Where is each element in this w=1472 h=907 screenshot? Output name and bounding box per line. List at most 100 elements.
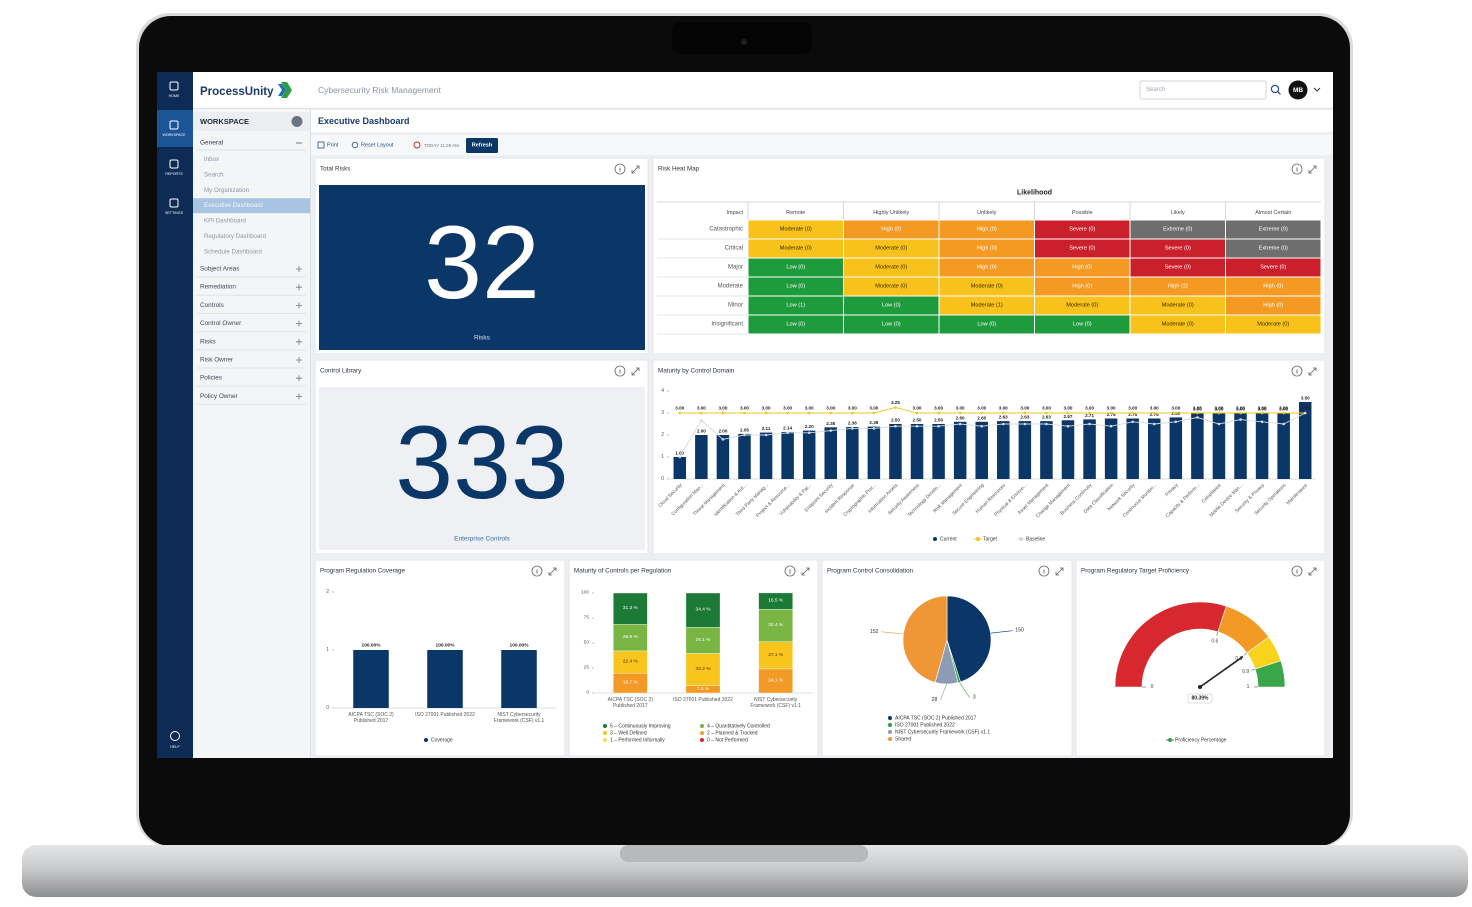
info-icon[interactable]: [1291, 163, 1303, 175]
toolbar-button[interactable]: Print: [327, 143, 339, 149]
data-label: 3.00: [740, 406, 749, 411]
data-label: 24.1 %: [768, 677, 784, 683]
data-label: 3.00: [1193, 406, 1202, 411]
info-icon[interactable]: [614, 163, 626, 175]
line-point: [1001, 422, 1005, 426]
gauge-value-label: 80.39%: [1192, 696, 1210, 702]
data-label: 3.00: [1128, 406, 1137, 411]
heat-map-row-label: Moderate: [718, 284, 744, 290]
heat-map-cell-label: Extreme (0): [1259, 246, 1288, 252]
sidebar-section[interactable]: Controls: [200, 302, 224, 309]
search-icon[interactable]: [1270, 84, 1280, 94]
heat-map-cell-label: Severe (0): [1069, 246, 1095, 252]
expand-widget-icon[interactable]: [801, 567, 810, 576]
refresh-button[interactable]: [466, 138, 498, 153]
sidebar-section[interactable]: Risks: [200, 338, 216, 345]
heat-map-cell: [748, 315, 843, 334]
line-point: [958, 411, 962, 415]
bar: [501, 650, 537, 708]
gauge-hub: [1198, 685, 1202, 689]
nav-rail-label[interactable]: REPORTS: [165, 172, 183, 176]
reset-icon[interactable]: [351, 141, 359, 149]
nav-icon[interactable]: [169, 81, 179, 91]
line-point: [1088, 411, 1091, 415]
line-point: [1066, 424, 1070, 428]
sidebar-item[interactable]: Executive Dashboard: [204, 202, 263, 209]
heat-map-cell: [939, 239, 1034, 258]
sidebar-section[interactable]: Remediation: [200, 284, 236, 291]
sidebar-section[interactable]: Control Owner: [200, 320, 242, 327]
sidebar-section[interactable]: Risk Owner: [200, 357, 234, 364]
expand-widget-icon[interactable]: [631, 165, 640, 174]
data-label: 2.60: [956, 415, 965, 420]
legend-label: 0 – Not Performed: [707, 737, 748, 743]
heat-map-cell: [1226, 315, 1321, 334]
sidebar-section[interactable]: Policy Owner: [200, 393, 239, 400]
heat-map-column-header: Almost Certain: [1255, 210, 1291, 216]
line-point: [786, 411, 789, 415]
gauge-value-box: [1187, 693, 1213, 704]
info-icon[interactable]: [614, 365, 626, 377]
nav-rail-label[interactable]: WORKSPACE: [162, 133, 186, 137]
print-icon[interactable]: [317, 141, 325, 149]
heat-map-row-label: Critical: [725, 246, 743, 252]
info-icon[interactable]: [1038, 565, 1050, 577]
sidebar-item[interactable]: My Organization: [204, 187, 250, 194]
heat-map-cell: [844, 220, 939, 239]
heat-map-cell: [748, 239, 843, 258]
line-point: [851, 411, 854, 415]
expand-icon: [296, 357, 302, 363]
nav-rail-label[interactable]: SETTINGS: [165, 211, 184, 215]
heat-map-cell-label: Low (1): [786, 303, 805, 309]
heat-map-cell-label: Low (0): [786, 284, 805, 290]
sidebar-item[interactable]: KPI Dashboard: [204, 218, 247, 225]
legend-swatch: [603, 731, 607, 735]
nav-icon[interactable]: [169, 159, 179, 169]
kpi-value: 32: [424, 205, 540, 321]
refresh-button-label[interactable]: Refresh: [472, 143, 493, 149]
info-icon[interactable]: [784, 565, 796, 577]
line-point: [980, 411, 984, 415]
expand-widget-icon[interactable]: [1308, 567, 1317, 576]
line-point: [1217, 422, 1221, 426]
data-label: 3.00: [1107, 406, 1116, 411]
line-point: [721, 438, 725, 441]
bar: [1104, 418, 1118, 479]
sidebar-item[interactable]: Regulatory Dashboard: [204, 233, 266, 240]
sidebar-item[interactable]: Schedule Dashboard: [204, 248, 262, 255]
help-icon[interactable]: [170, 731, 180, 741]
expand-widget-icon[interactable]: [631, 367, 640, 376]
sidebar-item[interactable]: Search: [204, 171, 224, 178]
nav-icon[interactable]: [169, 198, 179, 208]
expand-widget-icon[interactable]: [1308, 165, 1317, 174]
sidebar-group[interactable]: General: [200, 140, 224, 147]
info-icon[interactable]: [531, 565, 543, 577]
heat-map-cell: [844, 296, 939, 315]
nav-icon[interactable]: [169, 120, 179, 130]
bar: [889, 424, 902, 479]
data-label: 1.00: [675, 451, 684, 456]
line-point: [1131, 411, 1134, 415]
sidebar-section[interactable]: Policies: [200, 375, 222, 382]
sidebar-pin[interactable]: [291, 116, 303, 127]
expand-widget-icon[interactable]: [1055, 567, 1064, 576]
sidebar-item[interactable]: Inbox: [204, 156, 220, 163]
search-box[interactable]: [1139, 80, 1267, 100]
sidebar-header: [193, 112, 310, 131]
widget-title: Maturity by Control Domain: [658, 368, 735, 375]
heat-map-row-label: Minor: [728, 303, 743, 309]
user-menu-chevron[interactable]: [1313, 87, 1321, 92]
gauge-tick-label: 0: [1151, 684, 1154, 690]
info-icon[interactable]: [1291, 565, 1303, 577]
user-avatar[interactable]: [1288, 80, 1308, 100]
nav-rail-label[interactable]: HOME: [169, 94, 180, 98]
heat-map-cell-label: Severe (0): [1260, 265, 1286, 271]
nav-rail-label[interactable]: HELP: [170, 745, 180, 749]
pie-leader: [940, 683, 947, 701]
expand-widget-icon[interactable]: [1308, 367, 1317, 376]
sidebar-section[interactable]: Subject Areas: [200, 266, 239, 273]
info-icon[interactable]: [1291, 365, 1303, 377]
expand-widget-icon[interactable]: [548, 567, 557, 576]
toolbar-button[interactable]: Reset Layout: [361, 143, 394, 149]
